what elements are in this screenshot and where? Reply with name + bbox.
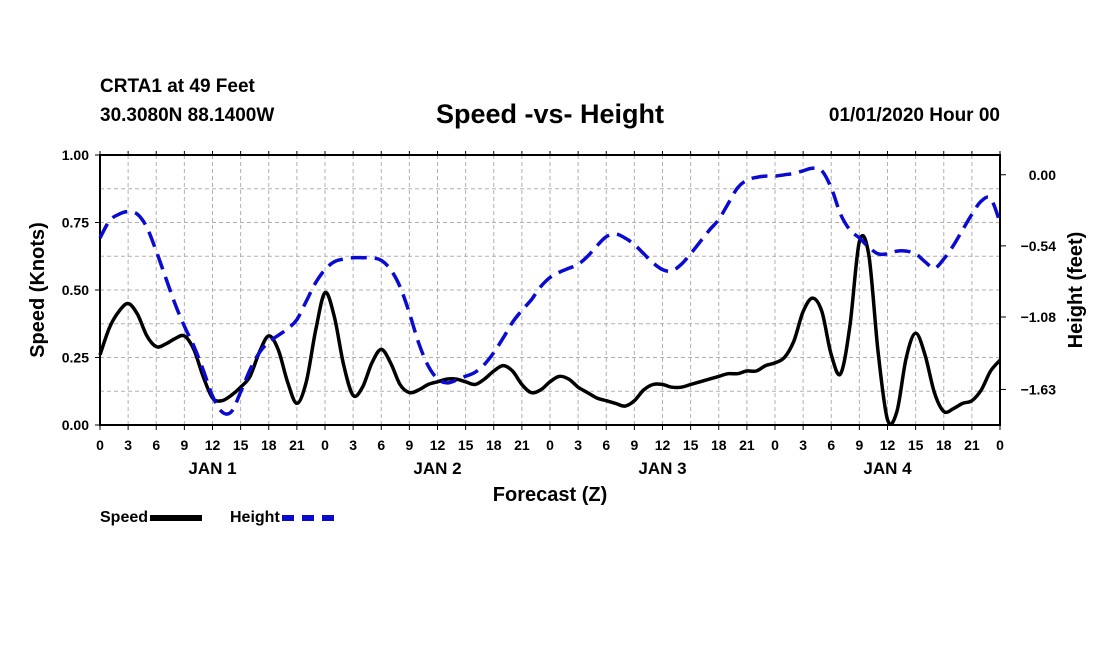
x-tick-label: 9 [405,437,413,453]
legend-speed-label: Speed [100,509,149,526]
x-tick-label: 21 [964,437,980,453]
y-tick-label: 1.00 [62,147,89,163]
x-tick-label: 6 [152,437,160,453]
x-tick-label: 3 [799,437,807,453]
x-axis-label: Forecast (Z) [493,484,607,506]
legend-height-swatch [281,514,334,521]
series-lines [98,166,1002,426]
x-tick-label: 0 [96,437,104,453]
y-axis-label: Speed (Knots) [27,222,49,358]
x-tick-label: 18 [936,437,952,453]
y2-axis-label: Height (feet) [1065,232,1087,349]
station-coordinates: 30.3080N 88.1400W [100,105,275,126]
x-tick-label: 12 [655,437,671,453]
x-tick-label: 3 [124,437,132,453]
speed-series-line [98,233,1002,426]
run-time: 01/01/2020 Hour 00 [828,105,1000,126]
height-series-line [98,166,1002,416]
x-tick-label: 0 [996,437,1004,453]
x-tick-label: 12 [880,437,896,453]
legend-speed-swatch [150,514,203,521]
station-name: CRTA1 at 49 Feet [100,76,255,97]
x-tick-label: 0 [321,437,329,453]
y2-tick-label: −1.63 [1021,381,1057,397]
x-tick-label: 3 [349,437,357,453]
grid [99,154,1001,426]
y2-tick-label: −0.54 [1021,238,1057,254]
x-tick-label: 9 [630,437,638,453]
chart-title: Speed -vs- Height [435,99,665,129]
x-tick-label: 18 [261,437,277,453]
x-tick-label: 6 [377,437,385,453]
day-label: JAN 3 [638,459,686,478]
x-tick-label: 0 [546,437,554,453]
x-tick-label: 15 [458,437,474,453]
y-tick-label: 0.75 [62,215,89,231]
y-tick-label: 0.00 [62,417,89,433]
x-tick-label: 15 [233,437,249,453]
x-tick-label: 21 [514,437,530,453]
x-tick-label: 6 [602,437,610,453]
x-tick-label: 9 [180,437,188,453]
x-tick-label: 15 [908,437,924,453]
y2-tick-label: −1.08 [1021,309,1057,325]
legend-speed: Speed [100,509,203,527]
x-tick-label: 15 [683,437,699,453]
day-label: JAN 2 [413,459,461,478]
y-tick-label: 0.25 [62,350,89,366]
legend-height: Height [230,509,334,527]
x-tick-label: 18 [711,437,727,453]
x-tick-label: 0 [771,437,779,453]
x-tick-label: 3 [574,437,582,453]
y-tick-label: 0.50 [62,282,89,298]
x-tick-label: 6 [827,437,835,453]
x-tick-label: 18 [486,437,502,453]
x-tick-label: 21 [289,437,305,453]
day-label: JAN 1 [188,459,236,478]
x-tick-label: 12 [205,437,221,453]
legend-height-label: Height [230,509,280,526]
x-tick-label: 12 [430,437,446,453]
y2-tick-label: 0.00 [1029,167,1056,183]
axis-ticks: 0 3 6 9 12 15 18 21 0 3 6 9 12 15 18 21 0 3 6 9 12 15 18 21 0 3 6 9… [62,147,1056,478]
day-label: JAN 4 [863,459,912,478]
x-tick-label: 21 [739,437,755,453]
x-tick-label: 9 [855,437,863,453]
